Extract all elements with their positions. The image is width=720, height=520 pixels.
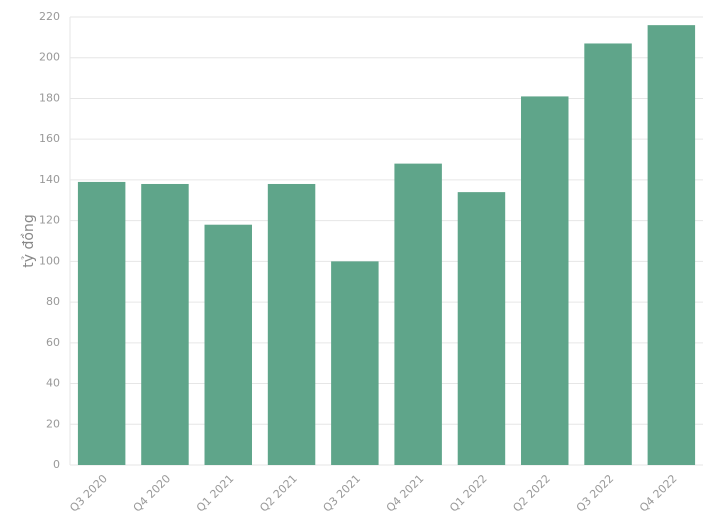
- bar: [584, 43, 632, 466]
- y-tick-label: 200: [39, 51, 60, 64]
- x-tick-label: Q3 2020: [67, 472, 110, 515]
- y-tick-label: 40: [46, 377, 60, 390]
- x-tick-label: Q2 2022: [510, 472, 553, 515]
- x-tick-label: Q3 2022: [574, 472, 617, 515]
- bar: [647, 25, 696, 466]
- y-tick-label: 160: [39, 132, 60, 145]
- y-tick-label: 220: [39, 10, 60, 23]
- bar: [204, 224, 252, 465]
- y-tick-label: 60: [46, 336, 60, 349]
- bar: [267, 183, 316, 465]
- x-tick-label: Q1 2022: [447, 472, 490, 515]
- bar: [331, 261, 379, 465]
- x-tick-label: Q4 2020: [131, 472, 174, 515]
- bar: [141, 183, 189, 465]
- bar: [77, 181, 126, 466]
- y-tick-label: 100: [39, 254, 60, 267]
- y-axis-label: tỷ đồng: [20, 214, 37, 267]
- x-tick-label: Q4 2022: [637, 472, 680, 515]
- x-tick-label: Q1 2021: [194, 472, 237, 515]
- x-tick-label: Q4 2021: [384, 472, 427, 515]
- y-tick-label: 80: [46, 295, 60, 308]
- y-tick-label: 20: [46, 417, 60, 430]
- y-tick-label: 120: [39, 214, 60, 227]
- bar: [457, 192, 506, 466]
- bar: [521, 96, 569, 465]
- y-tick-label: 180: [39, 91, 60, 104]
- x-tick-label: Q3 2021: [321, 472, 364, 515]
- y-tick-label: 140: [39, 173, 60, 186]
- x-tick-label: Q2 2021: [257, 472, 300, 515]
- y-tick-label: 0: [53, 458, 60, 471]
- bar: [394, 163, 442, 466]
